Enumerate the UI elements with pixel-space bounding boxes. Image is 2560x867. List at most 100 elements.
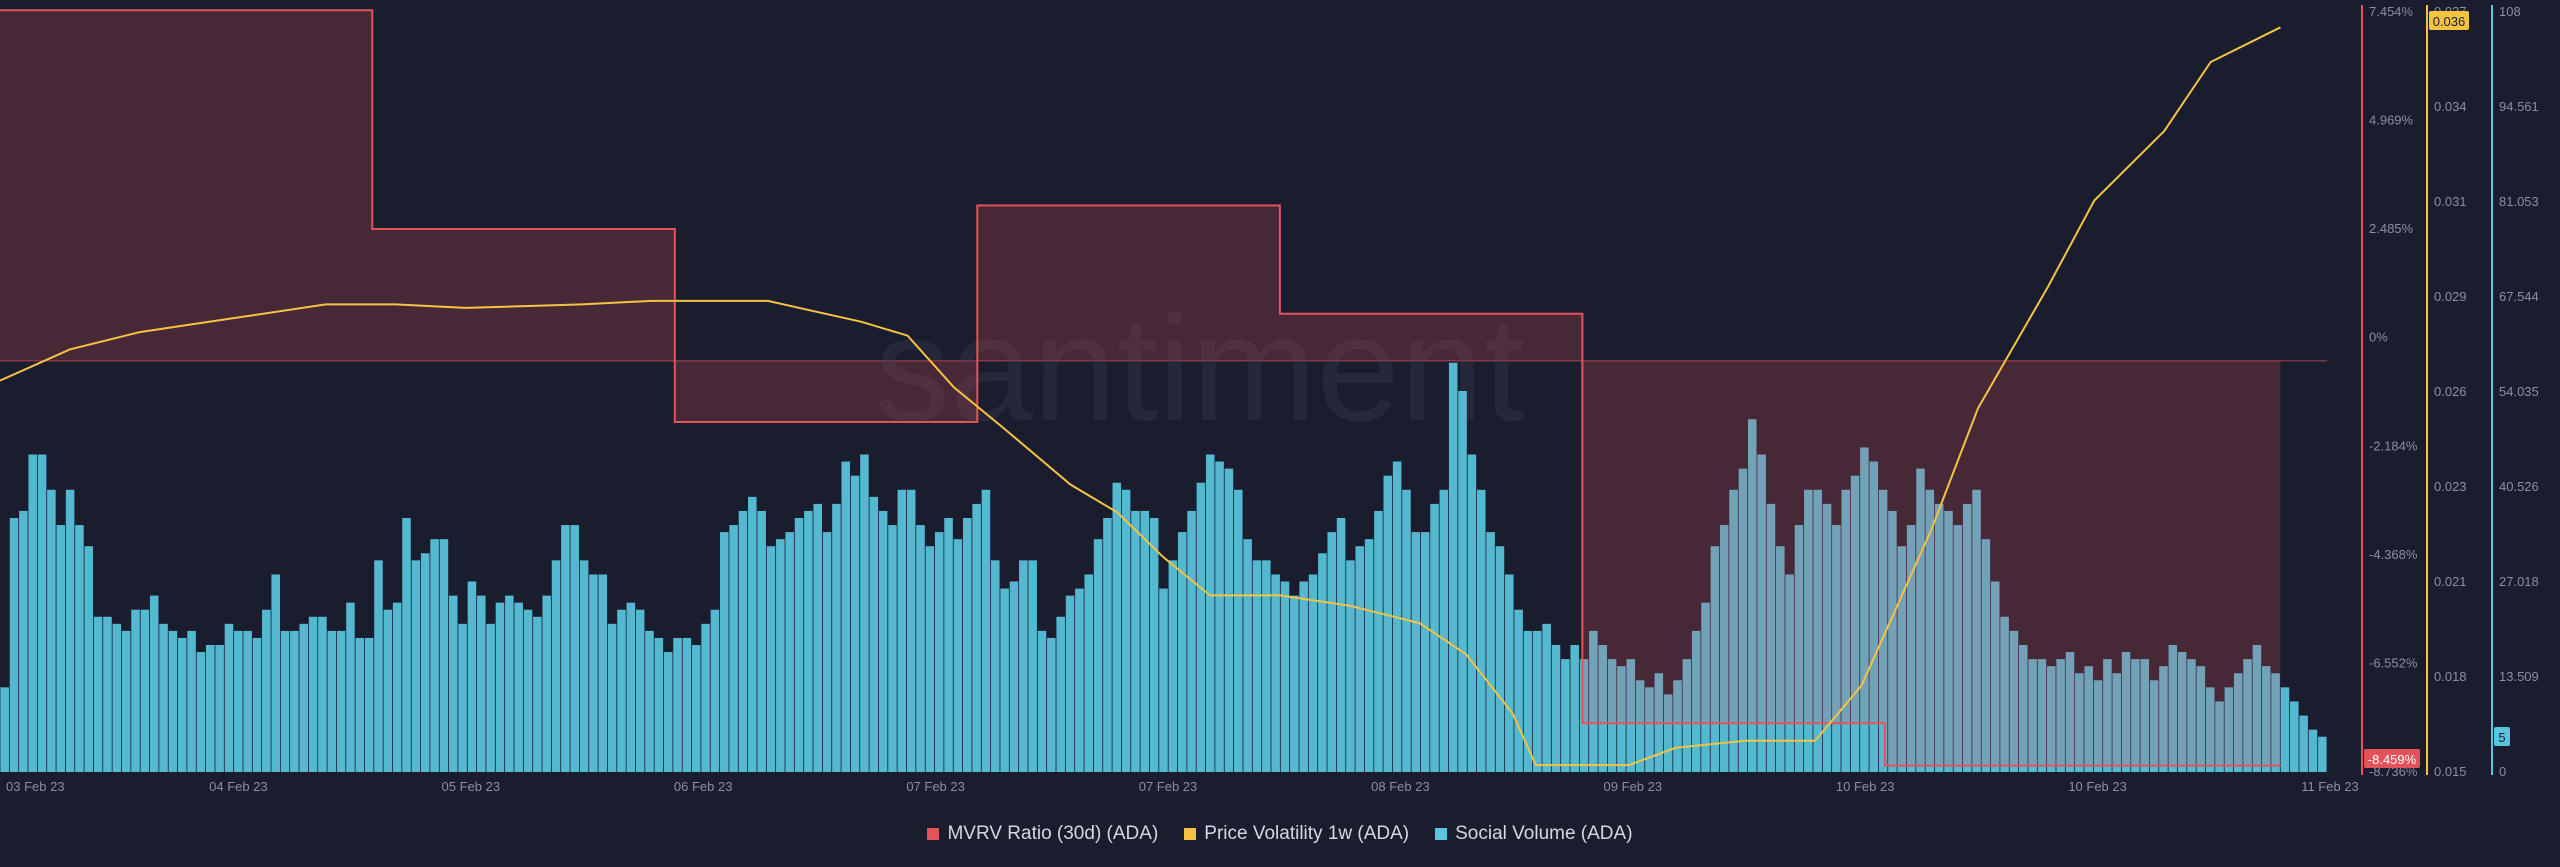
social-volume-bar <box>551 560 561 772</box>
social-volume-bar <box>682 637 692 772</box>
mvrv-tick-label: 4.969% <box>2369 113 2414 128</box>
social-volume-bar <box>757 510 766 772</box>
social-volume-bar <box>1103 518 1112 772</box>
social-volume-bar <box>477 595 486 772</box>
social-volume-bar <box>1701 602 1710 772</box>
social-volume-bar <box>243 630 252 772</box>
social-volume-bar <box>290 630 299 772</box>
social-volume-bar <box>916 525 925 772</box>
volatility-line <box>0 26 2281 767</box>
legend-item-volatility[interactable]: Price Volatility 1w (ADA) <box>1184 823 1409 845</box>
social-volume-bar <box>1776 546 1785 772</box>
mvrv-fill <box>0 10 2281 766</box>
social-volume-bar <box>776 539 785 772</box>
social-volume-bar <box>738 510 748 772</box>
social-volume-bar <box>467 581 477 772</box>
social-volume-bar <box>168 630 178 772</box>
social-volume-bar <box>2149 680 2159 772</box>
volatility-current-badge: 0.036 <box>2433 14 2466 29</box>
social-volume-bar <box>1009 581 1019 772</box>
social-volume-bar <box>1981 539 1991 772</box>
social-volume-bar <box>1673 680 1682 772</box>
x-tick-label: 11 Feb 23 <box>2301 779 2359 794</box>
social-volume-bar <box>280 630 290 772</box>
social-volume-bar <box>1290 595 1299 772</box>
volatility-current-badge-bg <box>2429 11 2469 30</box>
social-volume-bar <box>1505 574 1514 772</box>
social-volume-bar <box>598 574 608 772</box>
social-volume-bar <box>1084 574 1094 772</box>
social-volume-bar <box>2318 736 2327 772</box>
social-volume-bar <box>991 560 1000 772</box>
social-volume-bar <box>0 687 9 772</box>
social-volume-bar <box>84 546 94 772</box>
social-volume-bar <box>1916 468 1925 772</box>
social-tick-label: 0 <box>2499 764 2506 779</box>
social-volume-bar <box>1990 581 2000 772</box>
mvrv-tick-label: -4.368% <box>2369 547 2418 562</box>
social-volume-bar <box>1430 503 1439 772</box>
social-volume-bar <box>888 525 897 772</box>
social-volume-bar <box>1888 510 1897 772</box>
social-volume-bar <box>2159 666 2168 772</box>
volatility-tick-label: 0.026 <box>2434 384 2467 399</box>
social-volume-bar <box>1458 391 1467 772</box>
volatility-tick-label: 0.018 <box>2434 669 2467 684</box>
mvrv-line <box>0 9 2281 767</box>
legend-item-mvrv[interactable]: MVRV Ratio (30d) (ADA) <box>927 823 1158 845</box>
volatility-tick-label: 0.029 <box>2434 289 2467 304</box>
social-volume-bar <box>177 637 187 772</box>
social-volume-bar <box>1402 489 1411 772</box>
social-volume-bar <box>1196 482 1206 772</box>
social-volume-bar <box>1243 539 1252 772</box>
social-volume-bar <box>1476 489 1486 772</box>
social-volume-bar <box>981 489 991 772</box>
social-volume-bar <box>934 532 944 772</box>
social-volume-bar <box>1047 637 1056 772</box>
social-volume-bar <box>121 630 131 772</box>
social-volume-bar <box>2131 659 2140 772</box>
social-volume-bar <box>1355 546 1365 772</box>
social-volume-bar <box>215 645 224 772</box>
social-volume-bar <box>505 595 514 772</box>
social-volume-bar <box>1850 475 1860 772</box>
social-volume-bar <box>766 546 776 772</box>
social-tick-label: 81.053 <box>2499 194 2539 209</box>
social-volume-bar <box>1093 539 1103 772</box>
x-tick-label: 08 Feb 23 <box>1371 779 1430 794</box>
social-volume-bar <box>262 609 271 772</box>
social-volume-bar <box>1271 574 1280 772</box>
social-volume-bar <box>1112 482 1122 772</box>
legend-label-mvrv: MVRV Ratio (30d) (ADA) <box>947 823 1159 844</box>
volatility-tick-label: 0.021 <box>2434 574 2467 589</box>
social-volume-bar <box>458 623 467 772</box>
social-volume-bar <box>131 609 140 772</box>
social-volume-bar <box>28 454 37 772</box>
social-volume-bar <box>75 525 84 772</box>
social-volume-bar <box>2205 687 2215 772</box>
social-volume-bar <box>785 532 794 772</box>
social-volume-bar <box>1589 630 1598 772</box>
social-volume-bar <box>2019 645 2028 772</box>
social-tick-label: 108 <box>2499 4 2521 19</box>
social-volume-bar <box>654 637 664 772</box>
social-volume-bar <box>2084 666 2093 772</box>
social-volume-bar <box>2047 666 2056 772</box>
social-volume-bar <box>2187 659 2196 772</box>
social-volume-bar <box>1411 532 1421 772</box>
social-volume-bar <box>1663 694 1673 772</box>
x-tick-label: 03 Feb 23 <box>6 779 65 794</box>
legend-item-social[interactable]: Social Volume (ADA) <box>1435 823 1633 845</box>
x-tick-label: 06 Feb 23 <box>674 779 733 794</box>
social-volume-bar <box>392 602 402 772</box>
social-volume-bar <box>1056 616 1065 772</box>
social-volume-bar <box>1635 680 1645 772</box>
social-volume-bar <box>1364 539 1374 772</box>
social-volume-bar <box>271 574 280 772</box>
social-volume-bar <box>1934 503 1944 772</box>
social-volume-bars <box>0 362 2327 772</box>
social-volume-bar <box>850 475 860 772</box>
social-volume-bar <box>2009 630 2019 772</box>
social-volume-bar <box>430 539 439 772</box>
social-volume-bar <box>346 602 355 772</box>
